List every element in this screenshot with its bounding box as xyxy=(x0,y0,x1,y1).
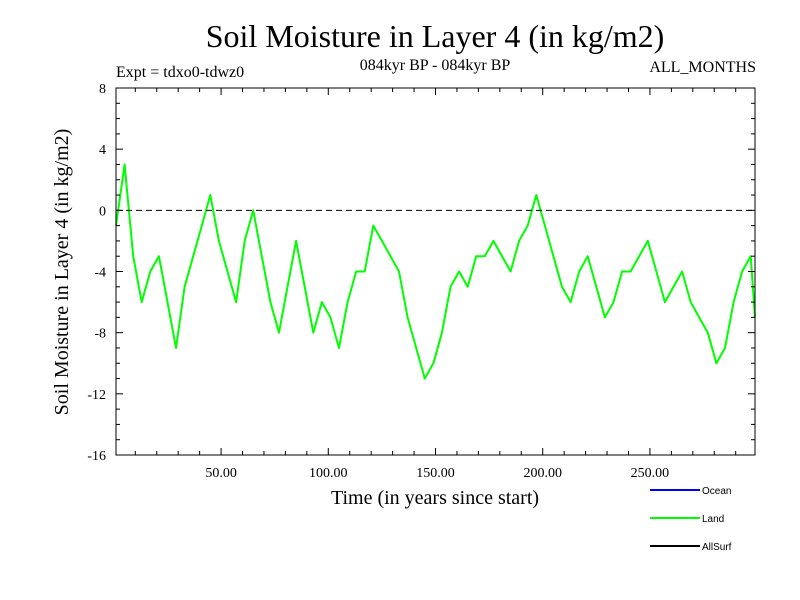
x-tick-label: 100.00 xyxy=(309,466,348,481)
y-tick-label: 0 xyxy=(99,204,106,219)
y-tick-label: 8 xyxy=(99,82,106,97)
x-tick-label: 150.00 xyxy=(416,466,455,481)
y-tick-label: -16 xyxy=(87,449,106,464)
x-axis-label: Time (in years since start) xyxy=(331,487,539,509)
x-tick-label: 250.00 xyxy=(631,466,670,481)
y-axis-label: Soil Moisture in Layer 4 (in kg/m2) xyxy=(51,129,73,416)
legend-label-land: Land xyxy=(702,514,724,525)
period-label: 084kyr BP - 084kyr BP xyxy=(360,57,511,74)
plot-frame xyxy=(115,87,756,456)
experiment-label: Expt = tdxo0-tdwz0 xyxy=(116,64,244,81)
legend-label-ocean: Ocean xyxy=(702,486,731,497)
plot-area: -16 -12 -8 -4 0 4 8 50.00 100.00 150.00 200.00 250.… xyxy=(87,82,756,481)
x-tick-label: 200.00 xyxy=(523,466,562,481)
series-line-land xyxy=(115,163,756,380)
legend-label-allsurf: AllSurf xyxy=(702,542,732,553)
chart-title: Soil Moisture in Layer 4 (in kg/m2) xyxy=(206,18,665,54)
x-tick-label: 50.00 xyxy=(205,466,237,481)
y-tick-label: 4 xyxy=(99,143,106,158)
y-tick-label: -12 xyxy=(87,388,106,403)
legend: Ocean Land AllSurf xyxy=(650,486,732,553)
months-label: ALL_MONTHS xyxy=(649,59,756,76)
y-tick-label: -8 xyxy=(94,327,106,342)
y-tick-label: -4 xyxy=(94,266,106,281)
